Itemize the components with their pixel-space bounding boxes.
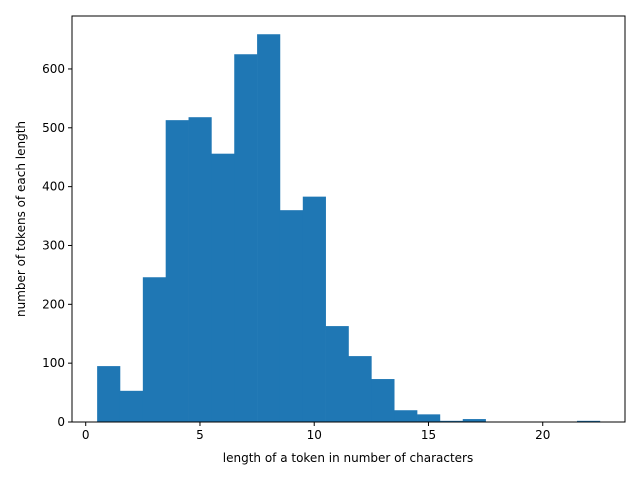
x-tick-label: 0 [82,428,90,442]
histogram-bar [462,419,486,422]
y-tick-label: 500 [42,121,65,135]
histogram-bar [165,120,189,422]
y-axis-ticks: 0 100 200 300 400 500 600 [42,62,72,429]
y-tick-label: 200 [42,297,65,311]
histogram-bar [302,196,326,422]
histogram-bar [348,356,372,422]
histogram-bar [417,414,441,422]
x-tick-label: 20 [535,428,550,442]
histogram-bar [257,34,281,423]
histogram-bar [371,379,395,422]
y-tick-label: 300 [42,238,65,252]
x-tick-label: 15 [421,428,436,442]
x-axis-ticks: 0 5 10 15 20 [82,422,550,442]
plot-frame [71,15,626,423]
histogram-bar [119,390,144,422]
x-tick-label: 5 [196,428,204,442]
histogram-bar [211,153,235,422]
histogram-bar [97,366,121,422]
histogram-bar [279,210,304,422]
histogram-bar [142,277,166,422]
y-tick-label: 100 [42,356,65,370]
histogram-bar [325,326,349,422]
y-axis-label: number of tokens of each length [14,121,28,317]
x-tick-label: 10 [307,428,322,442]
histogram-bar [394,410,418,422]
bar-series [97,34,601,423]
histogram-bar [439,420,464,422]
y-tick-label: 0 [57,415,65,429]
histogram-bar [234,54,258,423]
y-tick-label: 400 [42,180,65,194]
y-tick-label: 600 [42,62,65,76]
histogram-bar [188,117,212,422]
histogram-bar [577,420,601,422]
x-axis-label: length of a token in number of character… [223,451,473,465]
